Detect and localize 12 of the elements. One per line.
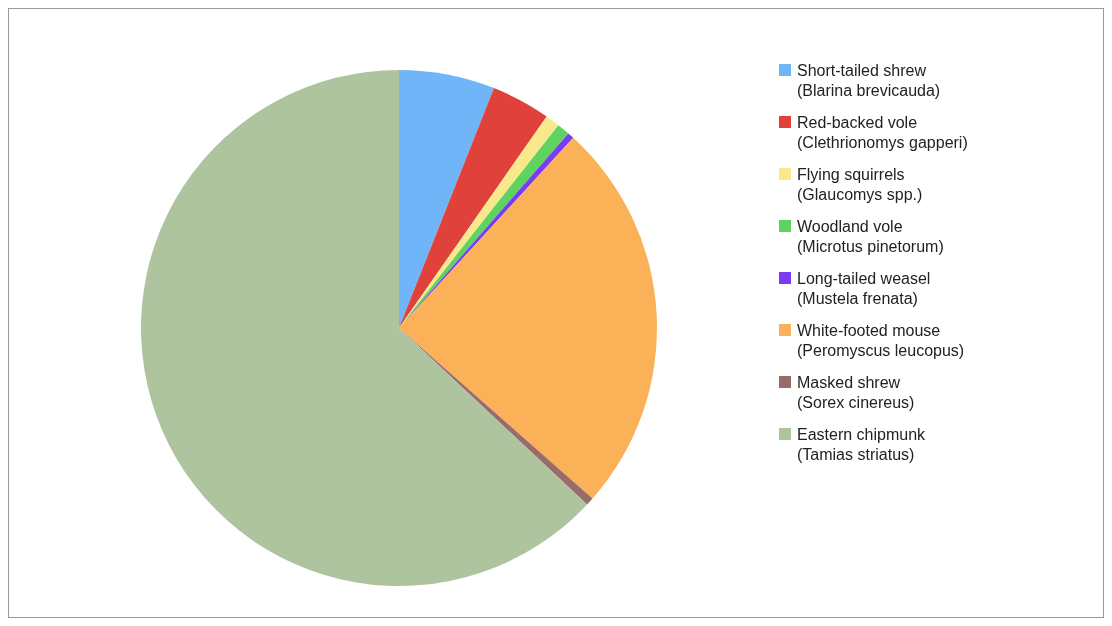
- legend-label: Red-backed vole (Clethrionomys gapperi): [797, 113, 968, 153]
- legend-label: Long-tailed weasel (Mustela frenata): [797, 269, 931, 309]
- legend-label: Masked shrew (Sorex cinereus): [797, 373, 915, 413]
- legend-label: Flying squirrels (Glaucomys spp.): [797, 165, 923, 205]
- legend-label: Short-tailed shrew (Blarina brevicauda): [797, 61, 941, 101]
- legend-label: Eastern chipmunk (Tamias striatus): [797, 425, 926, 465]
- pie-slice: [399, 70, 494, 328]
- pie-slice: [399, 88, 547, 328]
- pie-slice: [141, 70, 588, 586]
- legend-label: White-footed mouse (Peromyscus leucopus): [797, 321, 965, 361]
- pie-slice: [399, 137, 657, 499]
- legend-label: Woodland vole (Microtus pinetorum): [797, 217, 944, 257]
